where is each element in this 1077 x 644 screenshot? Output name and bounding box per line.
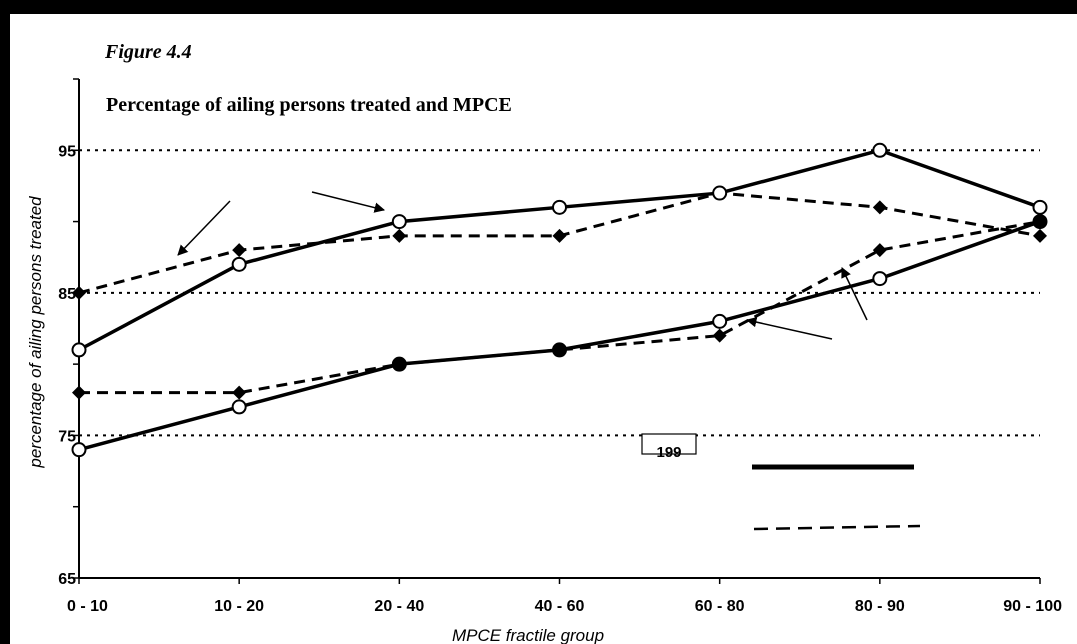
x-tick-label-3: 40 - 60: [535, 598, 585, 615]
series-2-point-5: [872, 271, 888, 287]
series-1-point-0: [72, 285, 86, 300]
series-layer: [78, 148, 1041, 452]
series-0-point-3: [552, 199, 567, 215]
legend: [752, 464, 921, 531]
series-2-point-6: [1032, 214, 1048, 230]
series-3-point-5: [872, 243, 887, 258]
x-tick-label-5: 80 - 90: [855, 598, 905, 615]
series-1-point-3: [552, 228, 567, 243]
x-tick-label-0: 0 - 10: [67, 598, 108, 615]
series-2-point-0: [71, 442, 87, 458]
y-tick-label-65: 65: [58, 571, 76, 588]
chart-title: Percentage of ailing persons treated and…: [106, 94, 512, 116]
series-3-line: [79, 220, 1041, 395]
y-tick-label-75: 75: [58, 428, 76, 445]
series-0-point-1: [231, 256, 247, 272]
page-number-frame: [641, 433, 697, 455]
chart-frame: 65 75 85 95 0 - 10 10 - 20 20 - 40 40 - 60 60 - …: [10, 14, 1077, 644]
marker-layer: [71, 142, 1048, 458]
series-2-point-4: [712, 313, 728, 329]
series-0-point-5: [872, 142, 888, 158]
figure-label: Figure 4.4: [104, 41, 192, 63]
series-0-point-6: [1032, 199, 1048, 215]
series-0-point-4: [712, 185, 728, 201]
callout-arrow-0: [177, 200, 231, 256]
series-0-point-2: [391, 214, 407, 230]
page-number-box: 199: [641, 433, 697, 461]
annotation-layer: [177, 191, 868, 340]
y-tick-label-85: 85: [58, 286, 76, 303]
callout-arrow-3: [841, 267, 868, 321]
series-2-point-2: [391, 356, 407, 372]
x-tick-label-6: 90 - 100: [1003, 598, 1062, 615]
callout-arrow-1: [311, 191, 386, 213]
series-1-point-2: [392, 228, 407, 243]
callout-arrow-2: [745, 316, 833, 340]
series-2-point-1: [231, 399, 247, 415]
page-number: 199: [656, 444, 681, 461]
series-3-point-4: [712, 328, 727, 343]
series-0-line: [78, 148, 1041, 352]
series-3-point-0: [72, 385, 86, 400]
x-tick-label-2: 20 - 40: [374, 598, 424, 615]
series-1-point-1: [232, 243, 247, 258]
chart-canvas: 65 75 85 95 0 - 10 10 - 20 20 - 40 40 - 60 60 - …: [26, 41, 1062, 644]
y-axis-title: percentage of ailing persons treated: [26, 196, 45, 469]
y-tick-label-95: 95: [58, 143, 76, 160]
series-2-point-3: [552, 342, 567, 358]
axes-layer: 65 75 85 95 0 - 10 10 - 20 20 - 40 40 - 60 60 - …: [58, 78, 1062, 615]
legend-dashed-line: [753, 524, 921, 531]
x-axis-title: MPCE fractile group: [452, 626, 604, 644]
x-tick-label-1: 10 - 20: [214, 598, 264, 615]
series-0-point-0: [71, 342, 87, 358]
series-1-point-6: [1033, 228, 1047, 243]
x-tick-label-4: 60 - 80: [695, 598, 745, 615]
series-3-point-1: [232, 385, 247, 400]
series-1-point-5: [872, 200, 887, 215]
